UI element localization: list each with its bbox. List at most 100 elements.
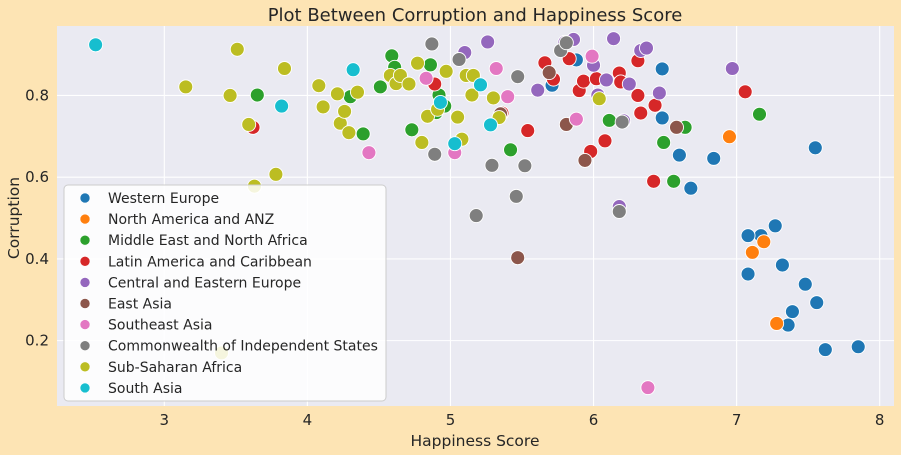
data-point [654, 61, 670, 77]
legend-label: Central and Eastern Europe [108, 275, 301, 291]
legend-label: Western Europe [108, 191, 219, 207]
data-point [568, 111, 584, 127]
data-point [639, 40, 654, 56]
data-point [427, 146, 443, 162]
data-point [178, 79, 194, 95]
data-point [706, 150, 722, 166]
data-point [485, 90, 501, 106]
data-point [769, 316, 785, 331]
data-point [350, 84, 365, 100]
data-point [606, 31, 622, 47]
data-point [510, 250, 526, 266]
data-point [774, 257, 790, 273]
data-point [401, 76, 417, 92]
data-point [630, 88, 646, 103]
legend-label: Commonwealth of Independent States [108, 339, 378, 355]
y-tick-label: 0.8 [25, 86, 49, 104]
x-tick-label: 7 [732, 411, 742, 429]
data-point [640, 380, 656, 396]
x-axis-label: Happiness Score [411, 432, 540, 450]
data-point [722, 129, 737, 145]
data-point [488, 61, 504, 76]
data-point [817, 342, 833, 358]
data-point [473, 77, 488, 93]
data-point [329, 86, 345, 102]
x-tick-label: 6 [589, 411, 599, 429]
legend-marker [79, 382, 91, 394]
data-point [724, 61, 740, 76]
data-point [784, 304, 800, 320]
data-point [576, 73, 591, 89]
legend-label: East Asia [108, 297, 172, 313]
data-point [611, 204, 627, 219]
data-point [850, 339, 866, 355]
data-point [508, 188, 524, 204]
data-point [669, 119, 684, 135]
y-axis-label: Corruption [5, 177, 23, 259]
data-point [277, 61, 292, 76]
data-point [683, 180, 699, 196]
legend-marker [79, 319, 91, 330]
data-point [654, 110, 670, 126]
data-point [517, 158, 533, 174]
data-point [744, 244, 760, 260]
data-point [241, 117, 257, 132]
y-tick-label: 0.6 [25, 168, 49, 186]
data-point [646, 173, 662, 189]
legend: Western Europe North America and ANZ Middl… [63, 184, 387, 402]
data-point [666, 173, 682, 189]
data-point [361, 145, 377, 161]
legend-marker [79, 340, 91, 352]
data-point [598, 72, 614, 88]
data-point [671, 147, 687, 163]
legend-box [63, 184, 387, 402]
data-point [656, 135, 672, 150]
data-point [601, 112, 617, 128]
data-point [577, 152, 593, 168]
data-point [447, 136, 463, 152]
data-point [311, 78, 327, 94]
data-point [484, 157, 500, 173]
data-point [756, 234, 772, 250]
y-tick-label: 0.4 [25, 250, 49, 268]
legend-label: North America and ANZ [108, 212, 274, 228]
data-point [809, 295, 825, 311]
x-tick-label: 5 [446, 411, 456, 429]
legend-marker [79, 361, 91, 373]
data-point [558, 35, 574, 51]
data-point [451, 52, 467, 67]
data-point [737, 84, 753, 100]
data-point [88, 37, 104, 53]
data-point [229, 41, 245, 57]
legend-marker [79, 213, 91, 225]
data-point [424, 36, 440, 52]
legend-marker [79, 234, 91, 246]
data-point [345, 62, 361, 78]
x-tick-labels: 3 4 5 6 7 8 [160, 411, 885, 429]
data-point [767, 218, 783, 234]
data-point [337, 103, 353, 119]
data-point [807, 140, 823, 156]
legend-label: Middle East and North Africa [108, 233, 308, 249]
data-point [432, 94, 448, 110]
data-point [614, 114, 630, 130]
data-point [422, 57, 438, 73]
legend-marker [79, 255, 91, 267]
data-point [404, 122, 420, 138]
data-points [88, 31, 866, 396]
data-point [355, 126, 371, 142]
legend-marker [79, 298, 91, 309]
data-point [740, 228, 756, 244]
data-point [520, 123, 536, 139]
data-point [510, 69, 526, 85]
data-point [418, 70, 434, 86]
data-point [249, 87, 265, 103]
data-point [541, 65, 557, 81]
data-point [372, 79, 388, 95]
data-point [222, 88, 238, 103]
y-tick-labels: 0.2 0.4 0.6 0.8 [25, 86, 49, 349]
x-tick-label: 8 [875, 411, 885, 429]
data-point [410, 55, 426, 71]
x-tick-label: 4 [303, 411, 313, 429]
